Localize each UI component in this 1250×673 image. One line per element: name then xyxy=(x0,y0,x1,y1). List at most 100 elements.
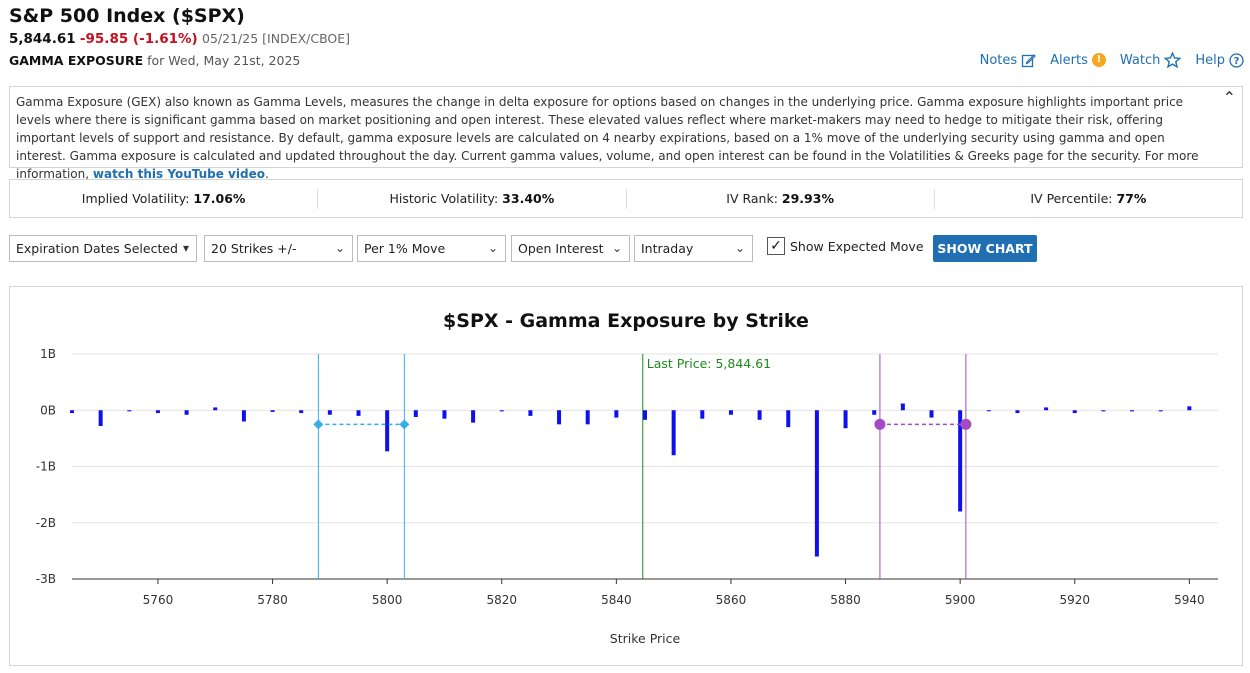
quote-line: 5,844.61 -95.85 (-1.61%) 05/21/25 [INDEX… xyxy=(9,31,350,47)
gamma-bar xyxy=(1072,410,1077,414)
gamma-bar xyxy=(700,410,705,419)
help-link[interactable]: Help ? xyxy=(1195,53,1244,68)
iv-label: Implied Volatility: xyxy=(81,190,190,206)
section-date: for Wed, May 21st, 2025 xyxy=(147,53,301,68)
description-panel: Gamma Exposure (GEX) also known as Gamma… xyxy=(9,86,1243,181)
gamma-bar xyxy=(728,410,733,415)
gamma-bar xyxy=(528,410,533,416)
gamma-bar xyxy=(929,410,934,418)
gamma-bar xyxy=(499,410,504,412)
gamma-bar xyxy=(442,410,447,419)
gamma-bar xyxy=(270,410,275,412)
chevron-down-icon: ⌄ xyxy=(334,241,345,255)
notes-label: Notes xyxy=(979,52,1018,68)
gamma-bar xyxy=(1101,410,1106,412)
alert-icon: ! xyxy=(1091,53,1106,67)
iv-value: 17.06% xyxy=(193,190,246,206)
metric-value: Open Interest xyxy=(518,241,604,256)
gamma-bar xyxy=(786,410,791,428)
historic-volatility: Historic Volatility: 33.40% xyxy=(318,188,627,209)
strikes-select[interactable]: 20 Strikes +/- ⌄ xyxy=(204,235,353,262)
x-tick-label: 5880 xyxy=(830,593,861,607)
expected-move-toggle: ✓ Show Expected Move xyxy=(767,237,924,255)
y-tick-label: -2B xyxy=(36,516,56,530)
x-tick-label: 5780 xyxy=(257,593,288,607)
last-price-label: Last Price: 5,844.61 xyxy=(647,356,771,371)
implied-volatility: Implied Volatility: 17.06% xyxy=(10,188,319,209)
y-tick-label: 1B xyxy=(40,347,56,361)
price-change: -95.85 (-1.61%) xyxy=(79,31,198,47)
alerts-label: Alerts xyxy=(1050,52,1088,68)
gamma-bar xyxy=(385,410,390,452)
chart-title: $SPX - Gamma Exposure by Strike xyxy=(443,310,809,332)
x-tick-label: 5840 xyxy=(601,593,632,607)
last-price: 5,844.61 xyxy=(9,31,76,47)
expected-move-label: Show Expected Move xyxy=(790,238,924,254)
metric-select[interactable]: Open Interest ⌄ xyxy=(511,235,630,262)
gamma-bar xyxy=(155,410,160,414)
gamma-bar xyxy=(986,410,991,412)
alerts-link[interactable]: Alerts ! xyxy=(1050,53,1106,68)
hv-value: 33.40% xyxy=(502,190,555,206)
chart-controls: Expiration Dates Selected ▾ 20 Strikes +… xyxy=(9,235,1249,262)
help-icon: ? xyxy=(1229,52,1244,68)
help-label: Help xyxy=(1195,52,1225,68)
gamma-bar xyxy=(614,410,619,418)
expected-move-marker xyxy=(313,419,324,430)
gamma-bar xyxy=(1044,407,1049,411)
gamma-bar xyxy=(643,410,647,420)
page-title: S&P 500 Index ($SPX) xyxy=(9,5,245,27)
gamma-bar xyxy=(241,410,246,422)
move-select[interactable]: Per 1% Move ⌄ xyxy=(357,235,506,262)
move-value: Per 1% Move xyxy=(364,241,446,256)
gamma-bar xyxy=(98,410,103,426)
strikes-value: 20 Strikes +/- xyxy=(211,241,297,256)
x-tick-label: 5940 xyxy=(1174,593,1205,607)
x-tick-label: 5820 xyxy=(486,593,517,607)
iv-rank: IV Rank: 29.93% xyxy=(627,188,935,209)
volatility-stats: Implied Volatility: 17.06% Historic Vola… xyxy=(9,179,1243,218)
chevron-down-icon: ⌄ xyxy=(487,241,498,255)
gamma-bar xyxy=(1130,410,1135,412)
gamma-bar xyxy=(70,410,74,414)
watch-link[interactable]: Watch xyxy=(1119,52,1182,68)
gamma-bar xyxy=(184,410,189,415)
notes-link[interactable]: Notes xyxy=(980,53,1037,68)
gamma-exposure-chart: $SPX - Gamma Exposure by Strike 1B 0B -1B -2… xyxy=(36,310,1218,646)
y-tick-label: -1B xyxy=(36,460,56,474)
show-chart-button[interactable]: SHOW CHART xyxy=(933,235,1037,262)
gamma-bar xyxy=(958,410,963,512)
x-tick-label: 5860 xyxy=(716,593,747,607)
chevron-down-icon: ⌄ xyxy=(611,241,622,255)
expected-move-marker xyxy=(399,419,410,430)
y-tick-label: -3B xyxy=(36,572,56,586)
gamma-bar xyxy=(557,410,562,425)
gamma-bar xyxy=(843,410,848,429)
x-tick-label: 5900 xyxy=(945,593,976,607)
youtube-video-link[interactable]: watch this YouTube video xyxy=(92,167,265,181)
gamma-bar xyxy=(213,407,218,411)
x-tick-label: 5920 xyxy=(1059,593,1090,607)
edit-icon xyxy=(1022,53,1037,67)
gamma-bar xyxy=(356,410,361,416)
expiration-dates-dropdown[interactable]: Expiration Dates Selected ▾ xyxy=(9,235,197,262)
gamma-bar xyxy=(900,403,905,411)
expected-move-marker xyxy=(960,418,972,430)
x-tick-label: 5800 xyxy=(372,593,403,607)
gamma-bar xyxy=(757,410,762,420)
iv-percentile: IV Percentile: 77% xyxy=(935,189,1242,209)
gamma-bar xyxy=(671,410,676,456)
hv-label: Historic Volatility: xyxy=(389,190,499,206)
section-subtitle: GAMMA EXPOSURE for Wed, May 21st, 2025 xyxy=(9,53,300,68)
gamma-bar xyxy=(1187,406,1192,411)
expiration-dates-label: Expiration Dates Selected xyxy=(16,241,178,256)
gamma-bar xyxy=(127,410,132,412)
expected-move-checkbox[interactable]: ✓ xyxy=(767,237,785,255)
collapse-chevron-icon[interactable]: ⌃ xyxy=(1222,88,1236,107)
period-select[interactable]: Intraday ⌄ xyxy=(634,235,753,262)
gamma-bar xyxy=(585,410,590,425)
gamma-bar xyxy=(471,410,476,423)
watch-label: Watch xyxy=(1119,52,1161,68)
star-icon xyxy=(1164,52,1182,68)
description-text: Gamma Exposure (GEX) also known as Gamma… xyxy=(16,95,1199,181)
